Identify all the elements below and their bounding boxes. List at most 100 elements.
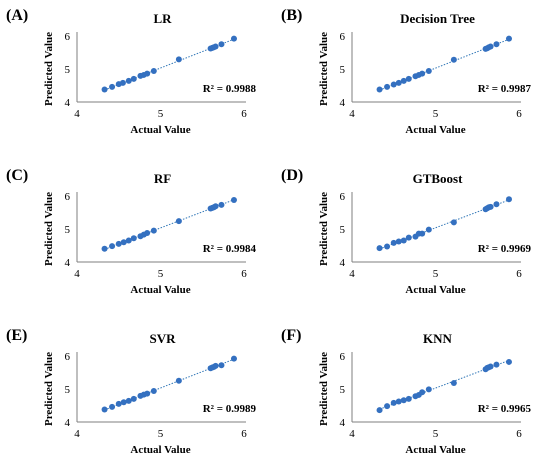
r-squared-label: R² = 0.9969 (478, 243, 532, 255)
panel-label: (D) (281, 167, 303, 184)
trendline (104, 358, 235, 411)
data-point (109, 243, 116, 250)
x-axis-label: Actual Value (130, 284, 190, 296)
data-point (505, 35, 512, 42)
y-tick-label: 5 (340, 384, 346, 396)
r-squared-label: R² = 0.9987 (478, 83, 532, 95)
data-point (230, 196, 237, 203)
data-point (390, 239, 397, 246)
data-point (125, 237, 132, 244)
data-point (150, 387, 157, 394)
data-point (395, 238, 402, 245)
data-point (419, 230, 426, 237)
data-point (212, 362, 219, 369)
x-tick-label: 4 (349, 268, 355, 280)
data-point (405, 234, 412, 241)
x-tick-label: 6 (516, 108, 522, 120)
r-squared-label: R² = 0.9989 (203, 403, 257, 415)
y-axis-label: Predicted Value (318, 352, 330, 426)
y-tick-label: 6 (65, 31, 71, 43)
y-tick-label: 5 (65, 64, 71, 76)
data-point (395, 398, 402, 405)
x-tick-label: 6 (241, 108, 247, 120)
panel-label: (E) (6, 327, 27, 344)
y-tick-label: 4 (65, 417, 71, 429)
data-point (390, 399, 397, 406)
data-point (125, 77, 132, 84)
x-axis-label: Actual Value (130, 444, 190, 456)
y-axis-label: Predicted Value (43, 32, 55, 106)
chart-panel: (F) KNN 4 5 6 4 5 6 Actual Value Predicted Value R… (281, 327, 531, 456)
panel-label: (B) (281, 7, 302, 24)
trendline (104, 38, 235, 91)
data-point (150, 67, 157, 74)
data-point (400, 397, 407, 404)
data-point (218, 41, 225, 48)
data-point (115, 240, 122, 247)
data-point (400, 237, 407, 244)
x-tick-label: 4 (349, 108, 355, 120)
data-point (384, 83, 391, 90)
y-tick-label: 6 (340, 31, 346, 43)
data-point (450, 219, 457, 226)
data-point (109, 83, 116, 90)
data-point (400, 77, 407, 84)
chart-title: SVR (149, 331, 176, 346)
chart-title: RF (154, 171, 171, 186)
data-point (384, 403, 391, 410)
data-point (450, 380, 457, 387)
data-point (487, 43, 494, 50)
data-point (101, 406, 108, 413)
data-point (487, 363, 494, 370)
y-tick-label: 5 (65, 384, 71, 396)
r-squared-label: R² = 0.9988 (203, 83, 257, 95)
x-tick-label: 5 (158, 108, 164, 120)
y-tick-label: 5 (340, 64, 346, 76)
data-point (144, 70, 151, 77)
data-point (125, 397, 132, 404)
data-point (101, 86, 108, 93)
y-axis-label: Predicted Value (43, 192, 55, 266)
data-point (505, 196, 512, 203)
data-point (384, 243, 391, 250)
x-axis-label: Actual Value (405, 284, 465, 296)
y-tick-label: 4 (340, 417, 346, 429)
chart-title: GTBoost (413, 171, 464, 186)
data-point (212, 203, 219, 210)
data-point (175, 377, 182, 384)
data-point (376, 407, 383, 414)
data-point (487, 203, 494, 210)
y-axis-label: Predicted Value (318, 192, 330, 266)
data-point (130, 395, 137, 402)
data-point (150, 227, 157, 234)
data-point (450, 56, 457, 63)
x-tick-label: 5 (433, 428, 439, 440)
data-point (218, 201, 225, 208)
x-tick-label: 4 (74, 108, 80, 120)
data-point (390, 81, 397, 88)
x-tick-label: 6 (516, 268, 522, 280)
data-point (376, 245, 383, 252)
chart-panel: (A) LR 4 5 6 4 5 6 Actual Value Predicted Value R²… (6, 7, 256, 136)
chart-title: Decision Tree (400, 11, 475, 26)
data-point (376, 86, 383, 93)
y-tick-label: 4 (65, 97, 71, 109)
data-point (425, 386, 432, 393)
data-point (175, 218, 182, 225)
data-point (505, 358, 512, 365)
data-point (120, 399, 127, 406)
chart-panel: (B) Decision Tree 4 5 6 4 5 6 Actual Value Predic… (281, 7, 531, 136)
data-point (109, 403, 116, 410)
y-tick-label: 4 (65, 257, 71, 269)
data-point (493, 41, 500, 48)
x-tick-label: 6 (241, 428, 247, 440)
chart-title: LR (153, 11, 172, 26)
x-tick-label: 5 (433, 268, 439, 280)
x-axis-label: Actual Value (405, 444, 465, 456)
y-tick-label: 4 (340, 257, 346, 269)
data-point (493, 361, 500, 368)
y-axis-label: Predicted Value (43, 352, 55, 426)
y-tick-label: 6 (340, 351, 346, 363)
data-point (120, 239, 127, 246)
